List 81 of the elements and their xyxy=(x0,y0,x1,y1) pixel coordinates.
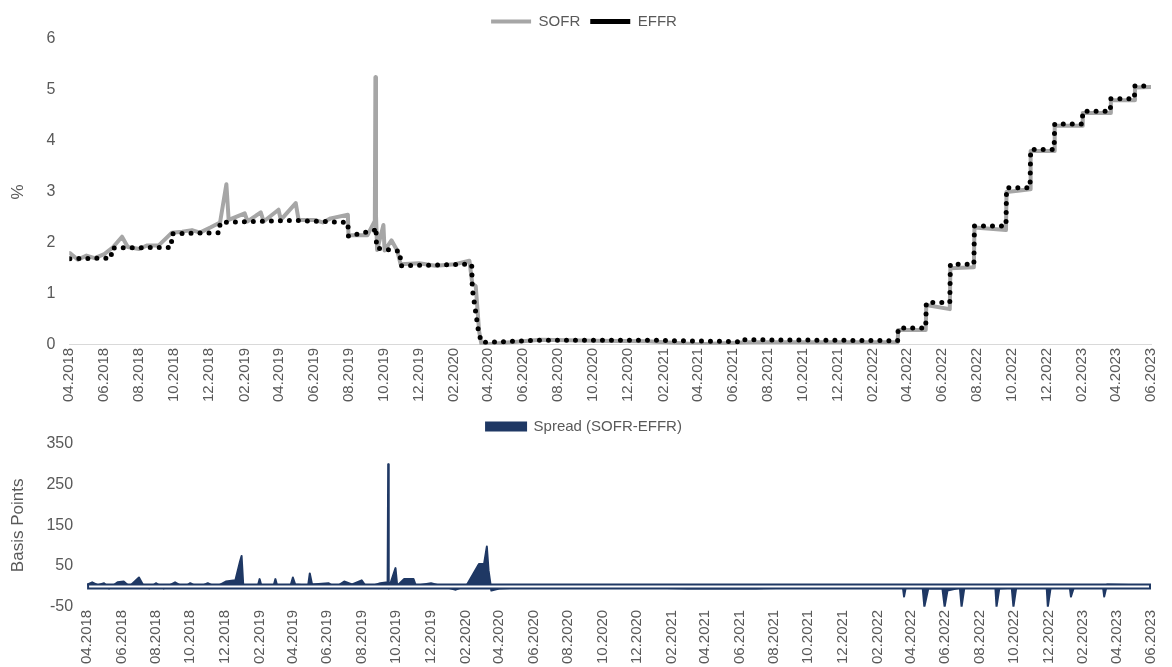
x-tick-label: 02.2022 xyxy=(863,347,881,403)
x-tick-label: 02.2021 xyxy=(653,347,671,403)
x-tick-label: 04.2021 xyxy=(687,347,705,403)
x-tick-label: 08.2022 xyxy=(966,347,984,403)
x-tick-label: 06.2020 xyxy=(523,609,541,665)
x-tick-label: 06.2022 xyxy=(935,609,953,665)
y-tick-label: -50 xyxy=(49,597,74,615)
y-tick-label: 3 xyxy=(46,182,56,200)
x-tick-label: 06.2018 xyxy=(94,347,112,403)
y-tick-label: 2 xyxy=(46,233,56,251)
x-tick-label: 10.2019 xyxy=(386,609,404,665)
x-tick-label: 04.2022 xyxy=(896,347,914,403)
y-tick-label: 6 xyxy=(46,29,56,47)
y-tick-label: 4 xyxy=(46,131,56,149)
x-tick-label: 12.2021 xyxy=(832,609,850,665)
x-tick-label: 10.2018 xyxy=(180,609,198,665)
x-tick-label: 06.2018 xyxy=(111,609,129,665)
x-tick-label: 06.2023 xyxy=(1141,347,1159,403)
x-tick-label: 10.2020 xyxy=(583,347,601,403)
x-tick-label: 04.2018 xyxy=(59,347,77,403)
x-tick-label: 08.2022 xyxy=(969,609,987,665)
x-tick-label: 04.2021 xyxy=(695,609,713,665)
x-tick-label: 10.2022 xyxy=(1001,347,1019,403)
x-tick-label: 04.2019 xyxy=(283,609,301,665)
x-tick-label: 08.2018 xyxy=(146,609,164,665)
y-tick-label: 250 xyxy=(46,475,74,493)
x-tick-label: 04.2023 xyxy=(1106,609,1124,665)
x-tick-label: 12.2020 xyxy=(618,347,636,403)
x-tick-label: 04.2023 xyxy=(1106,347,1124,403)
y-tick-label: 50 xyxy=(55,556,74,574)
x-tick-label: 02.2020 xyxy=(455,609,473,665)
x-tick-label: 08.2018 xyxy=(129,347,147,403)
x-tick-label: 02.2021 xyxy=(661,609,679,665)
legend-label: EFFR xyxy=(637,11,678,29)
y-tick-label: 5 xyxy=(46,80,56,98)
y-tick-label: 150 xyxy=(46,515,74,533)
x-tick-label: 12.2021 xyxy=(827,347,845,403)
x-tick-label: 06.2022 xyxy=(931,347,949,403)
legend-label: SOFR xyxy=(538,11,581,29)
x-tick-label: 06.2019 xyxy=(317,609,335,665)
y-tick-label: 1 xyxy=(46,284,56,302)
y-tick-label: 0 xyxy=(46,335,56,353)
y-axis-title: Basis Points xyxy=(7,478,27,573)
x-tick-label: 02.2020 xyxy=(444,347,462,403)
y-tick-label: 350 xyxy=(46,434,74,452)
x-tick-label: 02.2019 xyxy=(249,609,267,665)
x-tick-label: 12.2022 xyxy=(1036,347,1054,403)
x-tick-label: 08.2020 xyxy=(558,609,576,665)
x-tick-label: 02.2022 xyxy=(867,609,885,665)
x-tick-label: 12.2018 xyxy=(214,609,232,665)
x-tick-label: 10.2020 xyxy=(592,609,610,665)
x-tick-label: 06.2019 xyxy=(303,347,321,403)
x-tick-label: 06.2023 xyxy=(1141,609,1159,665)
x-tick-label: 02.2023 xyxy=(1072,347,1090,403)
x-tick-label: 12.2019 xyxy=(420,609,438,665)
x-tick-label: 12.2018 xyxy=(199,347,217,403)
x-tick-label: 12.2022 xyxy=(1038,609,1056,665)
x-tick-label: 02.2023 xyxy=(1073,609,1091,665)
x-tick-label: 04.2020 xyxy=(478,347,496,403)
x-tick-label: 02.2019 xyxy=(234,347,252,403)
x-tick-label: 06.2020 xyxy=(513,347,531,403)
x-tick-label: 06.2021 xyxy=(722,347,740,403)
x-tick-label: 10.2021 xyxy=(792,347,810,403)
x-tick-label: 08.2021 xyxy=(763,609,781,665)
x-tick-label: 10.2019 xyxy=(373,347,391,403)
x-tick-label: 04.2018 xyxy=(77,609,95,665)
x-tick-label: 10.2021 xyxy=(798,609,816,665)
x-tick-label: 12.2020 xyxy=(626,609,644,665)
x-tick-label: 04.2019 xyxy=(268,347,286,403)
x-tick-label: 08.2019 xyxy=(351,609,369,665)
x-tick-label: 10.2018 xyxy=(164,347,182,403)
x-tick-label: 04.2022 xyxy=(900,609,918,665)
x-tick-label: 12.2019 xyxy=(408,347,426,403)
y-axis-title: % xyxy=(7,184,27,200)
x-tick-label: 08.2019 xyxy=(338,347,356,403)
legend-label: Spread (SOFR-EFFR) xyxy=(533,416,682,434)
x-tick-label: 04.2020 xyxy=(489,609,507,665)
x-tick-label: 06.2021 xyxy=(729,609,747,665)
x-tick-label: 08.2021 xyxy=(757,347,775,403)
x-tick-label: 10.2022 xyxy=(1004,609,1022,665)
x-tick-label: 08.2020 xyxy=(548,347,566,403)
